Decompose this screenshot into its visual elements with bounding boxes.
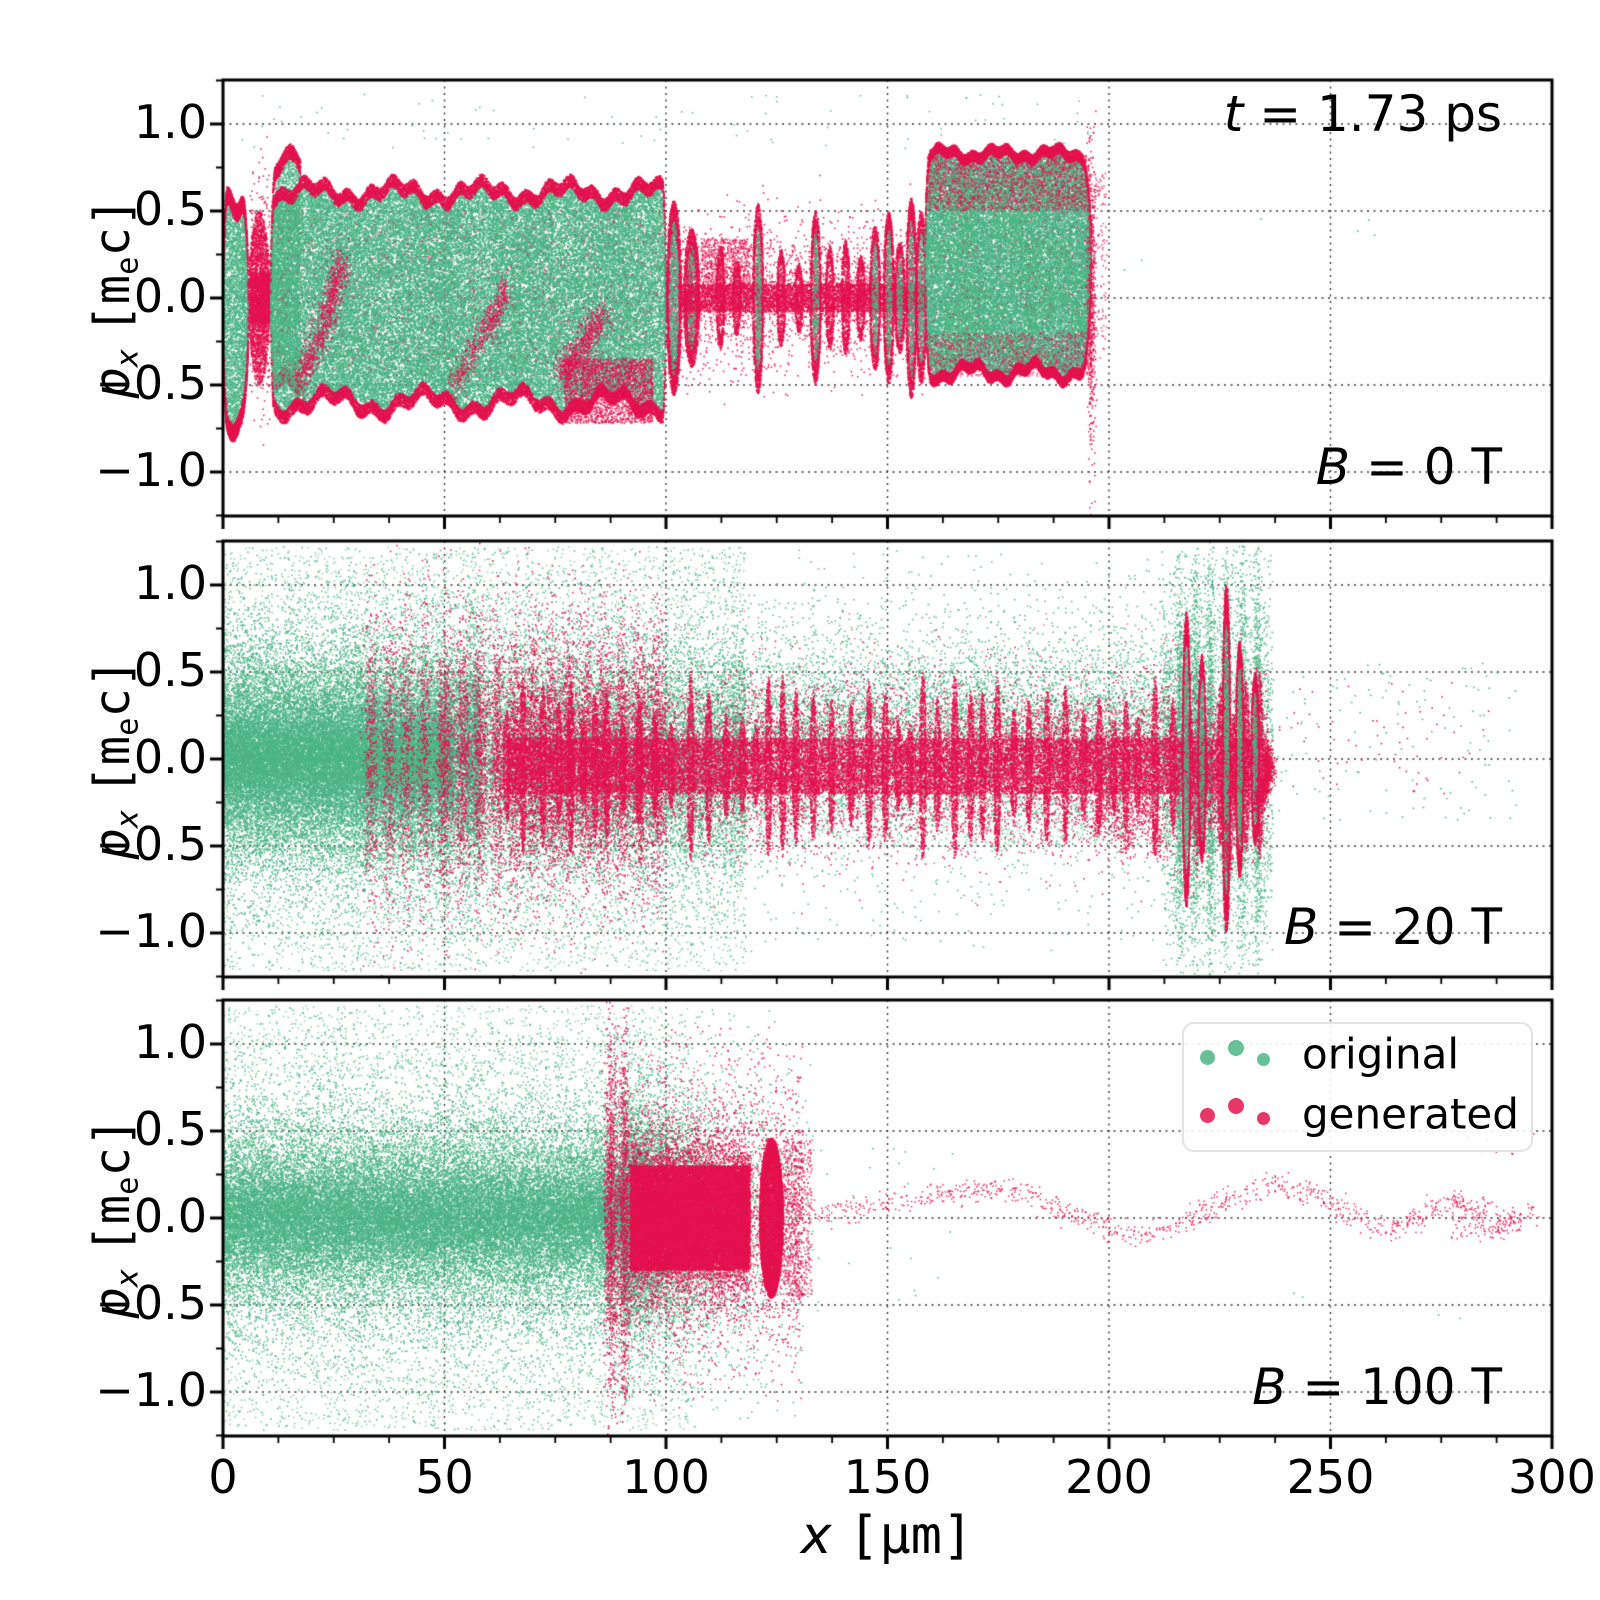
y-tick-label: −0.5 (95, 355, 207, 410)
x-axis-label: x [μm] (800, 1506, 974, 1566)
y-tick-label: −0.5 (95, 816, 207, 871)
legend-label-original: original (1302, 1029, 1459, 1079)
y-tick-label: −1.0 (95, 1362, 207, 1417)
x-tick-label: 250 (1286, 1450, 1375, 1504)
field-annotation-b20: B = 20 T (1283, 898, 1502, 956)
y-tick-label: 1.0 (133, 1014, 207, 1069)
legend: original generated (1182, 1022, 1533, 1152)
legend-marker-generated-dot (1200, 1108, 1215, 1123)
x-tick-label: 100 (622, 1450, 710, 1504)
legend-marker-original-dot (1200, 1050, 1215, 1065)
y-tick-label: 1.0 (133, 94, 207, 149)
legend-marker-generated-dot (1228, 1098, 1244, 1114)
time-annotation: t = 1.73 ps (1223, 85, 1502, 143)
x-tick-label: 200 (1065, 1450, 1153, 1504)
y-tick-label: −1.0 (95, 442, 207, 497)
y-tick-label: 0.5 (133, 1101, 207, 1156)
y-tick-label: 1.0 (133, 555, 207, 610)
field-annotation-b100: B = 100 T (1252, 1358, 1502, 1416)
x-tick-label: 150 (843, 1450, 932, 1504)
x-tick-label: 0 (208, 1450, 238, 1504)
legend-entry-generated: generated (1184, 1084, 1531, 1144)
y-tick-label: 0.0 (133, 729, 207, 784)
legend-marker-generated-dot (1257, 1112, 1270, 1125)
y-tick-label: 0.0 (133, 268, 207, 323)
legend-marker-original-dot (1257, 1053, 1270, 1066)
y-tick-label: −0.5 (95, 1275, 207, 1330)
y-tick-label: 0.0 (133, 1188, 207, 1243)
legend-marker-original-dot (1228, 1040, 1244, 1056)
legend-entry-original: original (1184, 1024, 1531, 1084)
y-tick-label: 0.5 (133, 642, 207, 697)
y-tick-label: −1.0 (95, 903, 207, 958)
x-tick-label: 300 (1508, 1450, 1596, 1504)
field-annotation-b0: B = 0 T (1315, 438, 1502, 496)
y-tick-label: 0.5 (133, 181, 207, 236)
x-tick-label: 50 (415, 1450, 474, 1504)
legend-label-generated: generated (1302, 1089, 1519, 1139)
